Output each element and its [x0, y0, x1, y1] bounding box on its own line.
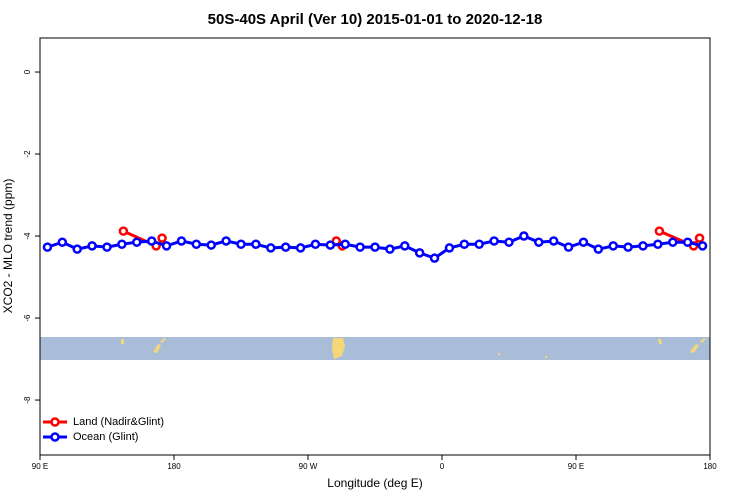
x-tick-label: 90 W: [299, 462, 318, 471]
data-point: [563, 242, 574, 252]
data-point: [400, 241, 410, 251]
x-tick-label: 0: [440, 462, 445, 471]
data-point: [117, 239, 127, 249]
data-point: [519, 231, 529, 241]
data-point: [385, 244, 395, 254]
legend-label: Ocean (Glint): [73, 431, 138, 443]
x-tick-label: 90 E: [32, 462, 48, 471]
data-point: [653, 239, 663, 249]
data-point: [87, 241, 97, 251]
data-point: [370, 242, 380, 252]
legend-marker: [50, 432, 60, 442]
x-axis-label: Longitude (deg E): [327, 476, 422, 490]
y-tick-label: -2: [23, 150, 32, 158]
data-point: [161, 241, 172, 251]
data-point: [694, 233, 705, 243]
data-point: [340, 239, 350, 249]
plot-frame: [39, 37, 711, 456]
y-tick-label: -6: [23, 314, 32, 322]
data-point: [206, 240, 216, 250]
data-point: [459, 239, 470, 249]
chart-title: 50S-40S April (Ver 10) 2015-01-01 to 202…: [208, 11, 543, 28]
data-point: [638, 241, 648, 251]
x-tick-label: 180: [703, 462, 717, 471]
legend: Land (Nadir&Glint) Ocean (Glint): [43, 416, 164, 443]
y-tick-label: -8: [23, 396, 32, 404]
x-tick-label: 90 E: [568, 462, 584, 471]
data-point: [191, 239, 202, 249]
map-strip: [40, 337, 710, 360]
data-point: [697, 241, 708, 251]
data-point: [682, 237, 693, 247]
data-point: [280, 242, 291, 252]
data-point: [578, 237, 589, 247]
legend-marker: [50, 417, 60, 427]
data-point: [608, 241, 618, 251]
data-point: [42, 242, 53, 252]
data-point: [118, 226, 129, 236]
data-point: [444, 243, 455, 253]
data-point: [157, 233, 167, 243]
data-point: [325, 240, 336, 250]
data-point: [414, 248, 425, 258]
y-axis-label: XCO2 - MLO trend (ppm): [1, 179, 15, 314]
data-point: [310, 239, 321, 249]
data-point: [146, 236, 157, 246]
data-point: [474, 239, 484, 249]
data-point: [668, 237, 678, 247]
y-tick-label: -4: [23, 232, 32, 240]
y-tick-label: 0: [23, 69, 32, 74]
data-point: [504, 237, 514, 247]
data-point: [221, 236, 231, 246]
data-point: [266, 243, 276, 253]
legend-label: Land (Nadir&Glint): [73, 416, 164, 428]
data-point: [548, 236, 559, 246]
x-tick-label: 180: [167, 462, 181, 471]
data-point: [654, 226, 665, 236]
data-point: [72, 244, 82, 254]
data-point: [355, 242, 365, 252]
data-point: [429, 253, 440, 263]
data-point: [489, 236, 499, 246]
data-point: [57, 237, 68, 247]
data-point: [236, 239, 246, 249]
data-point: [623, 242, 633, 252]
data-point: [102, 242, 112, 252]
data-point: [534, 237, 544, 247]
data-point: [176, 236, 187, 246]
data-point: [132, 237, 142, 247]
data-point: [251, 239, 261, 249]
data-point: [295, 243, 306, 253]
data-point: [593, 244, 604, 254]
